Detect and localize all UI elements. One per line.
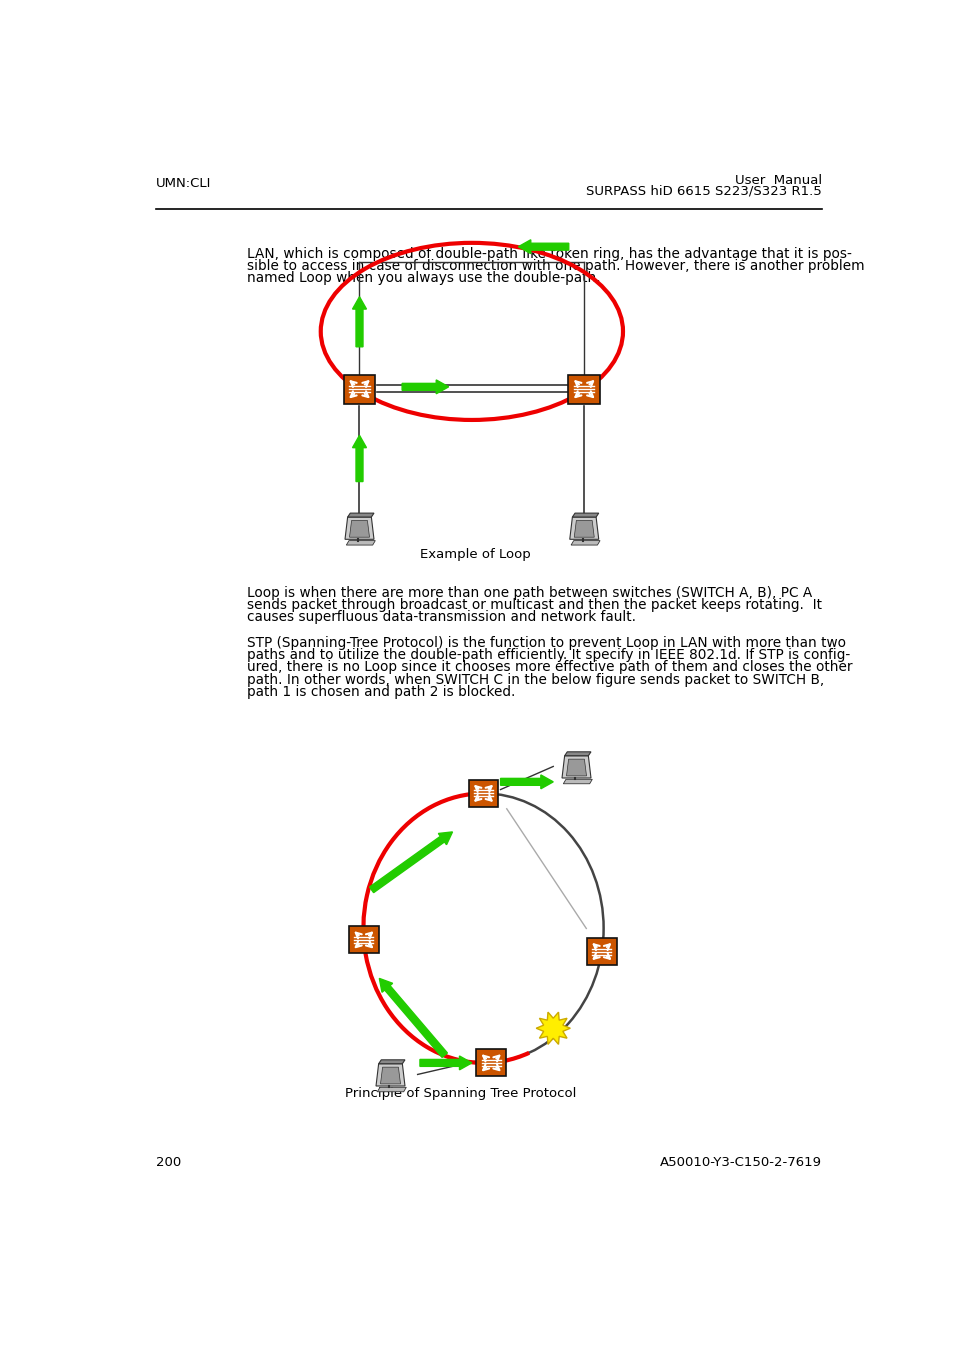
Bar — [468, 780, 497, 807]
Text: causes superfluous data-transmission and network fault.: causes superfluous data-transmission and… — [247, 610, 636, 624]
Text: named Loop when you always use the double-path.: named Loop when you always use the doubl… — [247, 271, 600, 285]
Text: Loop is when there are more than one path between switches (SWITCH A, B), PC A: Loop is when there are more than one pat… — [247, 586, 812, 599]
FancyArrow shape — [353, 435, 366, 482]
Polygon shape — [572, 513, 598, 517]
Bar — [349, 926, 378, 953]
Polygon shape — [377, 1087, 406, 1092]
Text: LAN, which is composed of double-path like token ring, has the advantage that it: LAN, which is composed of double-path li… — [247, 247, 851, 261]
Bar — [586, 938, 616, 965]
FancyArrow shape — [517, 240, 568, 254]
Polygon shape — [380, 1066, 400, 1084]
Text: ured, there is no Loop since it chooses more effective path of them and closes t: ured, there is no Loop since it chooses … — [247, 660, 852, 674]
Bar — [343, 375, 375, 404]
Polygon shape — [347, 513, 374, 517]
Polygon shape — [349, 521, 369, 537]
Polygon shape — [346, 540, 375, 545]
Text: path. In other words, when SWITCH C in the below figure sends packet to SWITCH B: path. In other words, when SWITCH C in t… — [247, 672, 823, 687]
Bar — [476, 1049, 506, 1076]
FancyArrow shape — [353, 297, 366, 347]
Polygon shape — [536, 1012, 570, 1045]
Text: path 1 is chosen and path 2 is blocked.: path 1 is chosen and path 2 is blocked. — [247, 684, 515, 699]
FancyArrow shape — [369, 832, 452, 892]
Polygon shape — [561, 756, 590, 778]
Polygon shape — [375, 1064, 405, 1085]
Polygon shape — [571, 540, 599, 545]
Text: 200: 200 — [155, 1157, 181, 1169]
Polygon shape — [574, 521, 594, 537]
Polygon shape — [569, 517, 598, 539]
FancyArrow shape — [402, 379, 448, 394]
Text: paths and to utilize the double-path efficiently. It specify in IEEE 802.1d. If : paths and to utilize the double-path eff… — [247, 648, 849, 662]
FancyArrow shape — [379, 979, 447, 1057]
FancyArrow shape — [419, 1056, 472, 1069]
Text: A50010-Y3-C150-2-7619: A50010-Y3-C150-2-7619 — [659, 1157, 821, 1169]
Text: SURPASS hiD 6615 S223/S323 R1.5: SURPASS hiD 6615 S223/S323 R1.5 — [586, 185, 821, 197]
Text: Principle of Spanning Tree Protocol: Principle of Spanning Tree Protocol — [344, 1087, 576, 1100]
Text: sends packet through broadcast or multicast and then the packet keeps rotating. : sends packet through broadcast or multic… — [247, 598, 821, 612]
Polygon shape — [566, 759, 586, 776]
Polygon shape — [345, 517, 374, 539]
Polygon shape — [378, 1060, 405, 1064]
Polygon shape — [562, 779, 592, 784]
Text: STP (Spanning-Tree Protocol) is the function to prevent Loop in LAN with more th: STP (Spanning-Tree Protocol) is the func… — [247, 636, 845, 649]
Text: User  Manual: User Manual — [734, 174, 821, 186]
Text: UMN:CLI: UMN:CLI — [155, 177, 211, 190]
Text: Example of Loop: Example of Loop — [420, 548, 531, 562]
Text: sible to access in case of disconnection with one path. However, there is anothe: sible to access in case of disconnection… — [247, 259, 863, 273]
Bar — [568, 375, 599, 404]
Polygon shape — [564, 752, 590, 756]
FancyArrow shape — [500, 775, 553, 788]
